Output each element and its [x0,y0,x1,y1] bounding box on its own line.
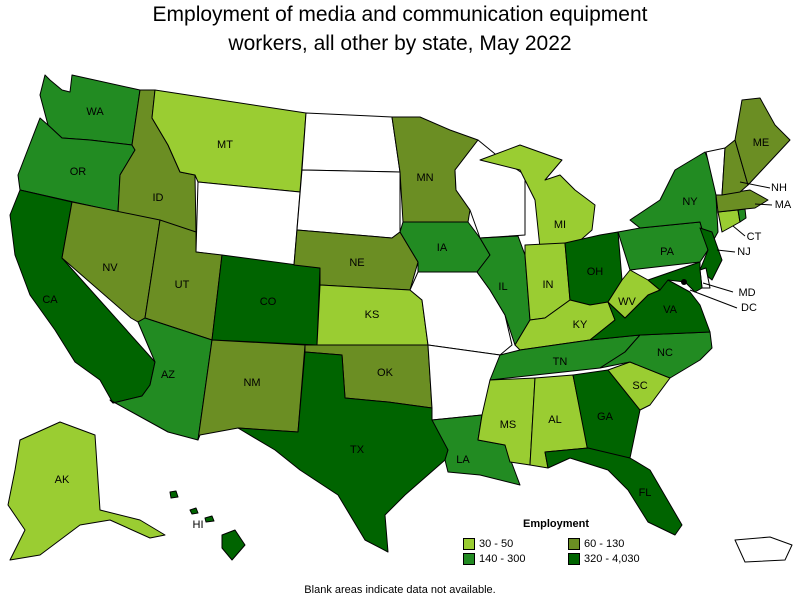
state-CA[interactable] [9,189,156,404]
label-FL: FL [639,487,652,499]
map-title: Employment of media and communication eq… [0,0,800,58]
label-WV: WV [618,296,636,308]
legend-label: 140 - 300 [479,553,526,565]
legend: Employment 30 - 50 60 - 130 140 - 300 32… [463,518,663,565]
label-NY: NY [682,196,698,208]
state-SC[interactable] [607,361,671,411]
label-IN: IN [543,279,554,291]
label-NJ: NJ [737,246,750,258]
label-AK: AK [55,474,70,486]
legend-swatch [568,553,580,565]
label-MI: MI [554,219,566,231]
label-OR: OR [70,166,87,178]
label-MN: MN [416,172,433,184]
label-MS: MS [500,419,517,431]
label-IA: IA [437,242,448,254]
legend-swatch [463,553,475,565]
state-ME[interactable] [734,97,791,186]
state-WY[interactable] [195,181,301,266]
legend-swatch [568,538,580,550]
label-AL: AL [548,414,561,426]
state-AK[interactable] [7,421,166,561]
state-FL[interactable] [544,447,683,536]
label-ME: ME [753,137,770,149]
footnote: Blank areas indicate data not available. [304,584,496,596]
label-SC: SC [632,380,647,392]
state-TX[interactable] [237,351,449,553]
legend-title: Employment [523,518,590,530]
legend-label: 320 - 4,030 [584,553,640,565]
legend-swatch [463,538,475,550]
label-PA: PA [660,246,675,258]
title-line-1: Employment of media and communication eq… [152,3,648,26]
state-NJ[interactable] [699,227,723,281]
label-VA: VA [663,304,678,316]
legend-item-bin3: 140 - 300 [463,553,568,565]
label-MA: MA [775,199,792,211]
label-OH: OH [587,266,604,278]
state-NY[interactable] [629,151,719,251]
label-CA: CA [42,294,58,306]
state-MI[interactable] [479,144,596,249]
label-NV: NV [102,262,118,274]
label-CO: CO [260,296,277,308]
label-IL: IL [498,281,507,293]
label-NE: NE [349,257,364,269]
label-OK: OK [377,367,394,379]
legend-label: 60 - 130 [584,538,625,550]
state-MA[interactable] [715,189,769,213]
label-HI: HI [193,519,204,531]
title-line-2: workers, all other by state, May 2022 [228,32,572,55]
state-RI[interactable] [737,208,747,223]
label-MT: MT [217,139,233,151]
legend-item-bin4: 320 - 4,030 [568,553,673,565]
label-DC: DC [741,302,757,314]
label-AZ: AZ [161,369,175,381]
legend-item-bin1: 30 - 50 [463,538,568,550]
label-ID: ID [153,192,164,204]
label-UT: UT [175,279,190,291]
label-NH: NH [771,182,787,194]
state-IL[interactable] [476,235,531,346]
legend-label: 30 - 50 [479,538,514,550]
label-NC: NC [657,347,673,359]
state-GA[interactable] [572,369,641,459]
state-SD[interactable] [296,169,401,239]
label-MD: MD [738,287,755,299]
label-LA: LA [456,454,470,466]
label-KS: KS [365,309,380,321]
state-PR[interactable] [734,536,793,563]
state-ND[interactable] [301,112,401,173]
label-TX: TX [350,444,365,456]
label-TN: TN [553,356,568,368]
label-NM: NM [243,377,260,389]
label-CT: CT [747,231,762,243]
dc-marker [681,279,687,285]
state-NM[interactable] [197,339,306,441]
label-KY: KY [573,319,588,331]
label-GA: GA [597,411,614,423]
state-HI[interactable] [169,490,246,561]
legend-item-bin2: 60 - 130 [568,538,673,550]
state-NH[interactable] [721,139,749,196]
state-NC[interactable] [599,331,713,379]
label-WA: WA [86,106,104,118]
